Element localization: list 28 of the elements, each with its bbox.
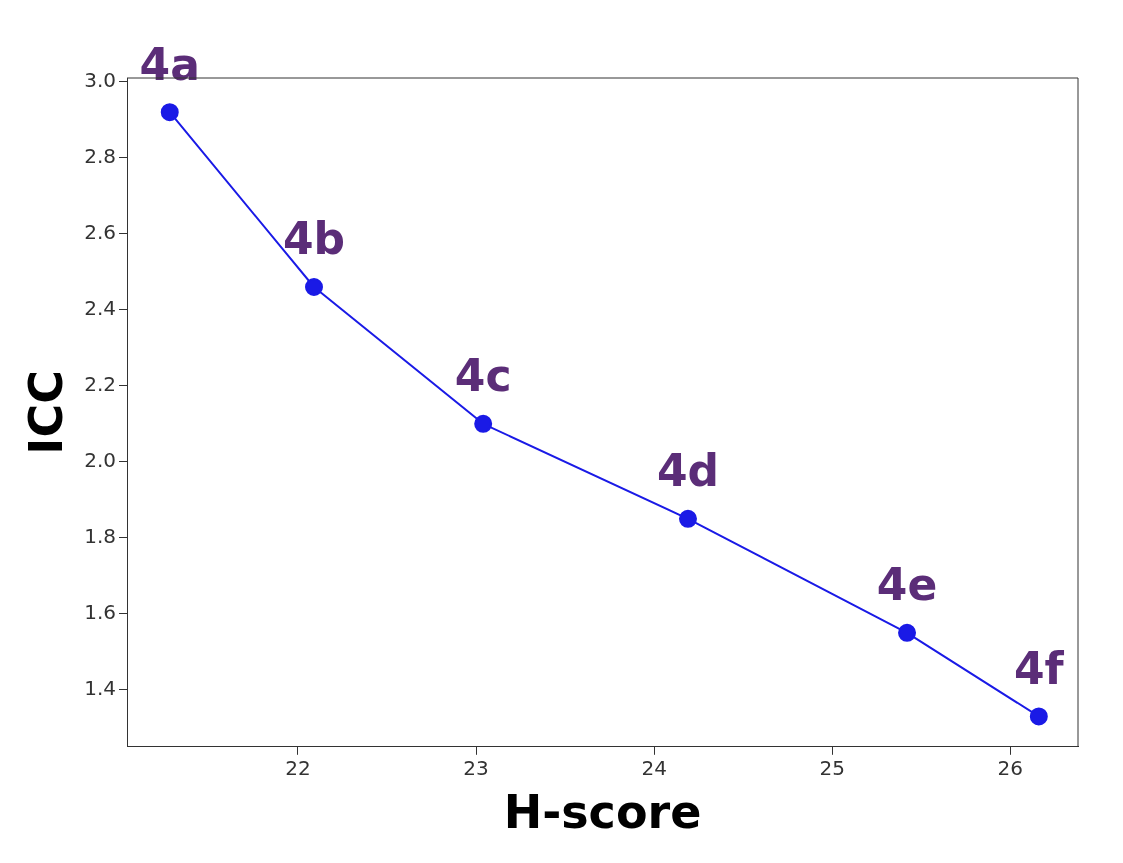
point [898,623,917,642]
point [160,103,179,122]
annotation: 4b [282,213,346,265]
y-tick-label: 2.4 [84,296,117,320]
y-tick-label: 1.6 [84,600,117,624]
x-tick-label: 25 [819,756,845,780]
y-tick-label: 1.8 [84,524,117,548]
point [305,278,323,296]
x-tick-label: 24 [641,756,667,780]
annotation: 4a [139,38,200,90]
annotation: 4d [656,445,720,497]
y-tick-label: 2.6 [84,220,117,244]
x-axis-title: H-score [503,785,702,840]
y-tick-label: 3.0 [84,68,117,92]
point [1029,707,1048,726]
y-tick-label: 2.0 [84,448,117,472]
point [474,414,493,433]
x-tick-label: 22 [285,756,311,780]
y-tick-label: 1.4 [84,676,117,700]
y-tick-label: 2.8 [84,144,117,168]
annotation: 4e [876,559,938,611]
y-axis-title: ICC [18,370,73,455]
x-tick-label: 26 [997,756,1024,780]
annotation: 4c [454,350,512,402]
x-tick-label: 23 [463,756,489,780]
y-tick-label: 2.2 [84,372,117,396]
point [678,509,697,528]
annotation: 4f [1013,642,1065,694]
